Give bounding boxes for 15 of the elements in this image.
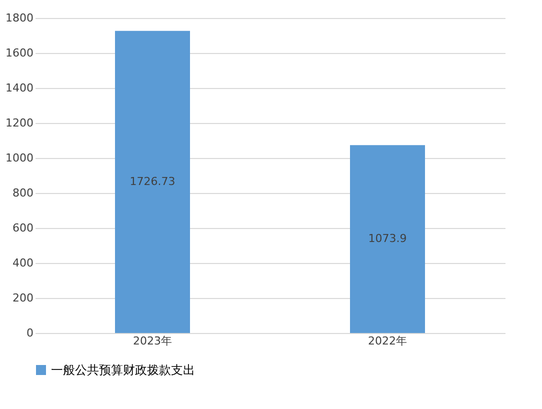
y-tick-label: 1800	[6, 12, 34, 24]
y-tick-label: 600	[12, 222, 34, 234]
y-tick-label: 1200	[6, 116, 34, 130]
y-tick-label: 200	[12, 292, 34, 304]
x-tick-label: 2023年	[133, 334, 172, 348]
y-tick-label: 400	[12, 256, 34, 270]
data-label: 1726.73	[130, 174, 176, 188]
y-tick-label: 800	[12, 186, 34, 200]
data-label: 1073.9	[368, 232, 407, 246]
legend-label: 一般公共预算财政拨款支出	[51, 363, 195, 377]
y-tick-label: 1400	[6, 82, 34, 94]
x-tick-label: 2022年	[368, 334, 407, 348]
y-tick-label: 0	[26, 326, 34, 340]
y-tick-label: 1600	[6, 46, 34, 60]
y-tick-label: 1000	[6, 152, 34, 164]
